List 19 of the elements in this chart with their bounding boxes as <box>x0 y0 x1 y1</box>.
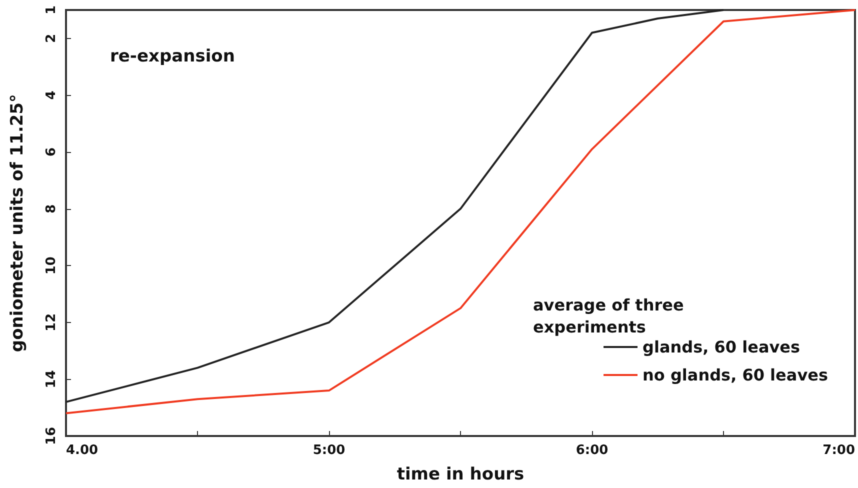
x-tick-label: 5:00 <box>312 443 346 458</box>
x-tick-label: 4.00 <box>66 443 98 458</box>
line-series <box>65 9 856 414</box>
annotation: re-expansion <box>110 46 235 66</box>
y-tick-label: 1 <box>44 5 59 15</box>
y-tick-label: 16 <box>44 426 59 446</box>
legend-label: no glands, 60 leaves <box>642 366 828 384</box>
y-axis-title: goniometer units of 11.25° <box>8 94 28 352</box>
y-tick-label: 8 <box>44 204 59 214</box>
y-tick-label: 14 <box>44 370 59 388</box>
y-tick-label: 2 <box>44 34 59 43</box>
x-tick-label: 6:00 <box>576 443 608 458</box>
y-tick-label: 12 <box>44 313 59 332</box>
legend-label: glands, 60 leaves <box>642 338 800 356</box>
y-tick-label: 10 <box>44 256 59 275</box>
y-tick-label: 6 <box>44 147 59 157</box>
x-tick-label: 7:00 <box>822 443 855 458</box>
x-axis-title: time in hours <box>396 464 524 484</box>
y-tick-label: 4 <box>44 90 59 100</box>
